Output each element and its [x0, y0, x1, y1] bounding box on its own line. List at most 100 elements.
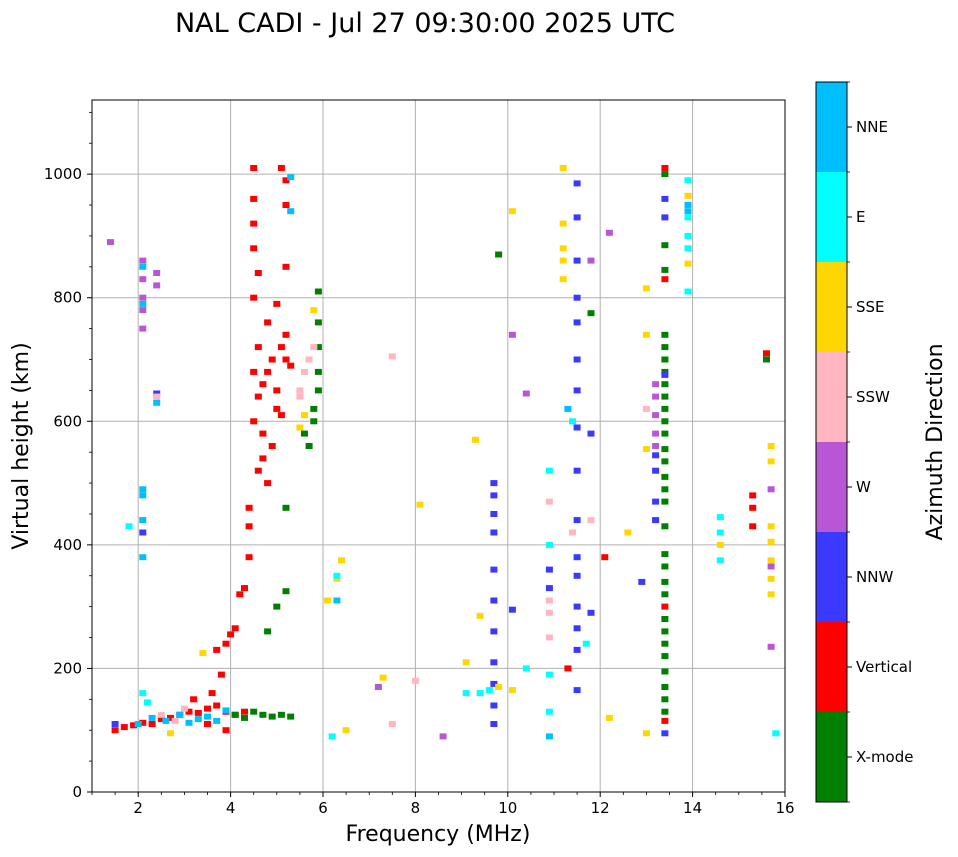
- point-vertical: [259, 381, 267, 388]
- x-tick-label: 12: [591, 799, 610, 817]
- point-vertical: [254, 393, 262, 400]
- point-x-mode: [661, 628, 669, 635]
- point-w: [587, 257, 595, 264]
- point-vertical: [282, 263, 290, 270]
- x-axis-label: Frequency (MHz): [346, 822, 531, 847]
- point-nnw: [153, 390, 161, 397]
- point-e: [569, 418, 576, 425]
- point-x-mode: [495, 251, 503, 258]
- point-vertical: [254, 344, 262, 351]
- point-vertical: [231, 625, 239, 632]
- point-sse: [559, 220, 567, 227]
- point-x-mode: [661, 458, 669, 465]
- point-w: [139, 325, 147, 332]
- point-e: [333, 572, 341, 579]
- point-w: [439, 733, 447, 740]
- point-nne: [684, 208, 692, 215]
- point-x-mode: [282, 504, 290, 511]
- point-e: [125, 523, 133, 530]
- y-tick-label: 0: [72, 783, 82, 801]
- point-sse: [684, 260, 692, 267]
- point-ssw: [301, 368, 308, 375]
- point-vertical: [661, 717, 669, 724]
- point-nne: [684, 202, 692, 208]
- point-vertical: [268, 443, 276, 449]
- point-nne: [287, 208, 295, 215]
- point-nnw: [638, 578, 646, 585]
- point-x-mode: [661, 393, 669, 400]
- point-nnw: [587, 609, 595, 616]
- point-ssw: [305, 356, 313, 363]
- point-sse: [379, 674, 387, 681]
- point-nne: [213, 717, 221, 724]
- point-vertical: [254, 467, 262, 474]
- point-w: [652, 381, 660, 388]
- point-vertical: [236, 591, 244, 598]
- x-tick-label: 16: [775, 799, 794, 817]
- colorbar-segment-x-mode: [816, 712, 847, 802]
- point-ssw: [545, 597, 553, 604]
- point-x-mode: [310, 418, 318, 425]
- point-vertical: [120, 724, 128, 731]
- point-nnw: [111, 721, 119, 727]
- colorbar-segment-nne: [816, 82, 847, 172]
- point-sse: [642, 446, 650, 453]
- point-vertical: [250, 195, 258, 202]
- point-vertical: [264, 319, 272, 326]
- point-nne: [162, 717, 170, 724]
- point-w: [107, 239, 114, 246]
- point-e: [545, 541, 553, 548]
- point-nnw: [490, 566, 498, 573]
- point-vertical: [763, 350, 770, 357]
- y-tick-label: 800: [53, 289, 82, 307]
- point-vertical: [264, 480, 272, 487]
- point-nne: [564, 405, 572, 412]
- colorbar: X-mode Vertical NNW W SSW SSE E NNE: [815, 81, 913, 803]
- point-nne: [185, 719, 193, 726]
- point-vertical: [130, 722, 138, 729]
- point-ssw: [180, 705, 188, 712]
- point-vertical: [250, 418, 258, 425]
- point-ssw: [296, 387, 304, 394]
- colorbar-label-ssw: SSW: [856, 388, 890, 406]
- point-nne: [333, 597, 341, 604]
- point-x-mode: [661, 446, 669, 453]
- colorbar-segment-ssw: [816, 352, 847, 442]
- point-sse: [716, 541, 724, 548]
- point-nne: [139, 492, 147, 499]
- point-nnw: [573, 180, 581, 187]
- point-ssw: [642, 405, 650, 412]
- point-ssw: [388, 353, 396, 360]
- point-vertical: [204, 705, 211, 712]
- colorbar-label-sse: SSE: [856, 298, 885, 316]
- point-nnw: [573, 214, 581, 221]
- colorbar-segment-nnw: [816, 532, 847, 622]
- point-nne: [139, 554, 147, 561]
- point-vertical: [250, 245, 258, 252]
- point-vertical: [167, 714, 174, 721]
- point-vertical: [661, 165, 669, 171]
- point-ssw: [411, 677, 419, 684]
- point-nnw: [652, 517, 660, 524]
- point-vertical: [241, 585, 248, 592]
- point-vertical: [661, 603, 669, 610]
- point-ssw: [171, 717, 179, 724]
- point-w: [652, 393, 660, 400]
- point-sse: [310, 307, 318, 314]
- point-sse: [642, 285, 650, 292]
- point-sse: [338, 557, 345, 564]
- point-nne: [148, 714, 156, 721]
- point-ssw: [545, 498, 553, 505]
- point-x-mode: [661, 331, 669, 338]
- y-axis-label: Virtual height (km): [9, 342, 34, 549]
- colorbar-label-nne: NNE: [856, 118, 888, 136]
- point-x-mode: [661, 640, 669, 647]
- point-x-mode: [305, 443, 313, 449]
- point-e: [684, 232, 692, 239]
- point-nnw: [545, 585, 553, 592]
- point-nnw: [573, 625, 581, 632]
- point-nnw: [573, 319, 581, 326]
- point-ssw: [153, 393, 161, 400]
- point-sse: [476, 612, 484, 619]
- x-tick-label: 4: [226, 799, 236, 817]
